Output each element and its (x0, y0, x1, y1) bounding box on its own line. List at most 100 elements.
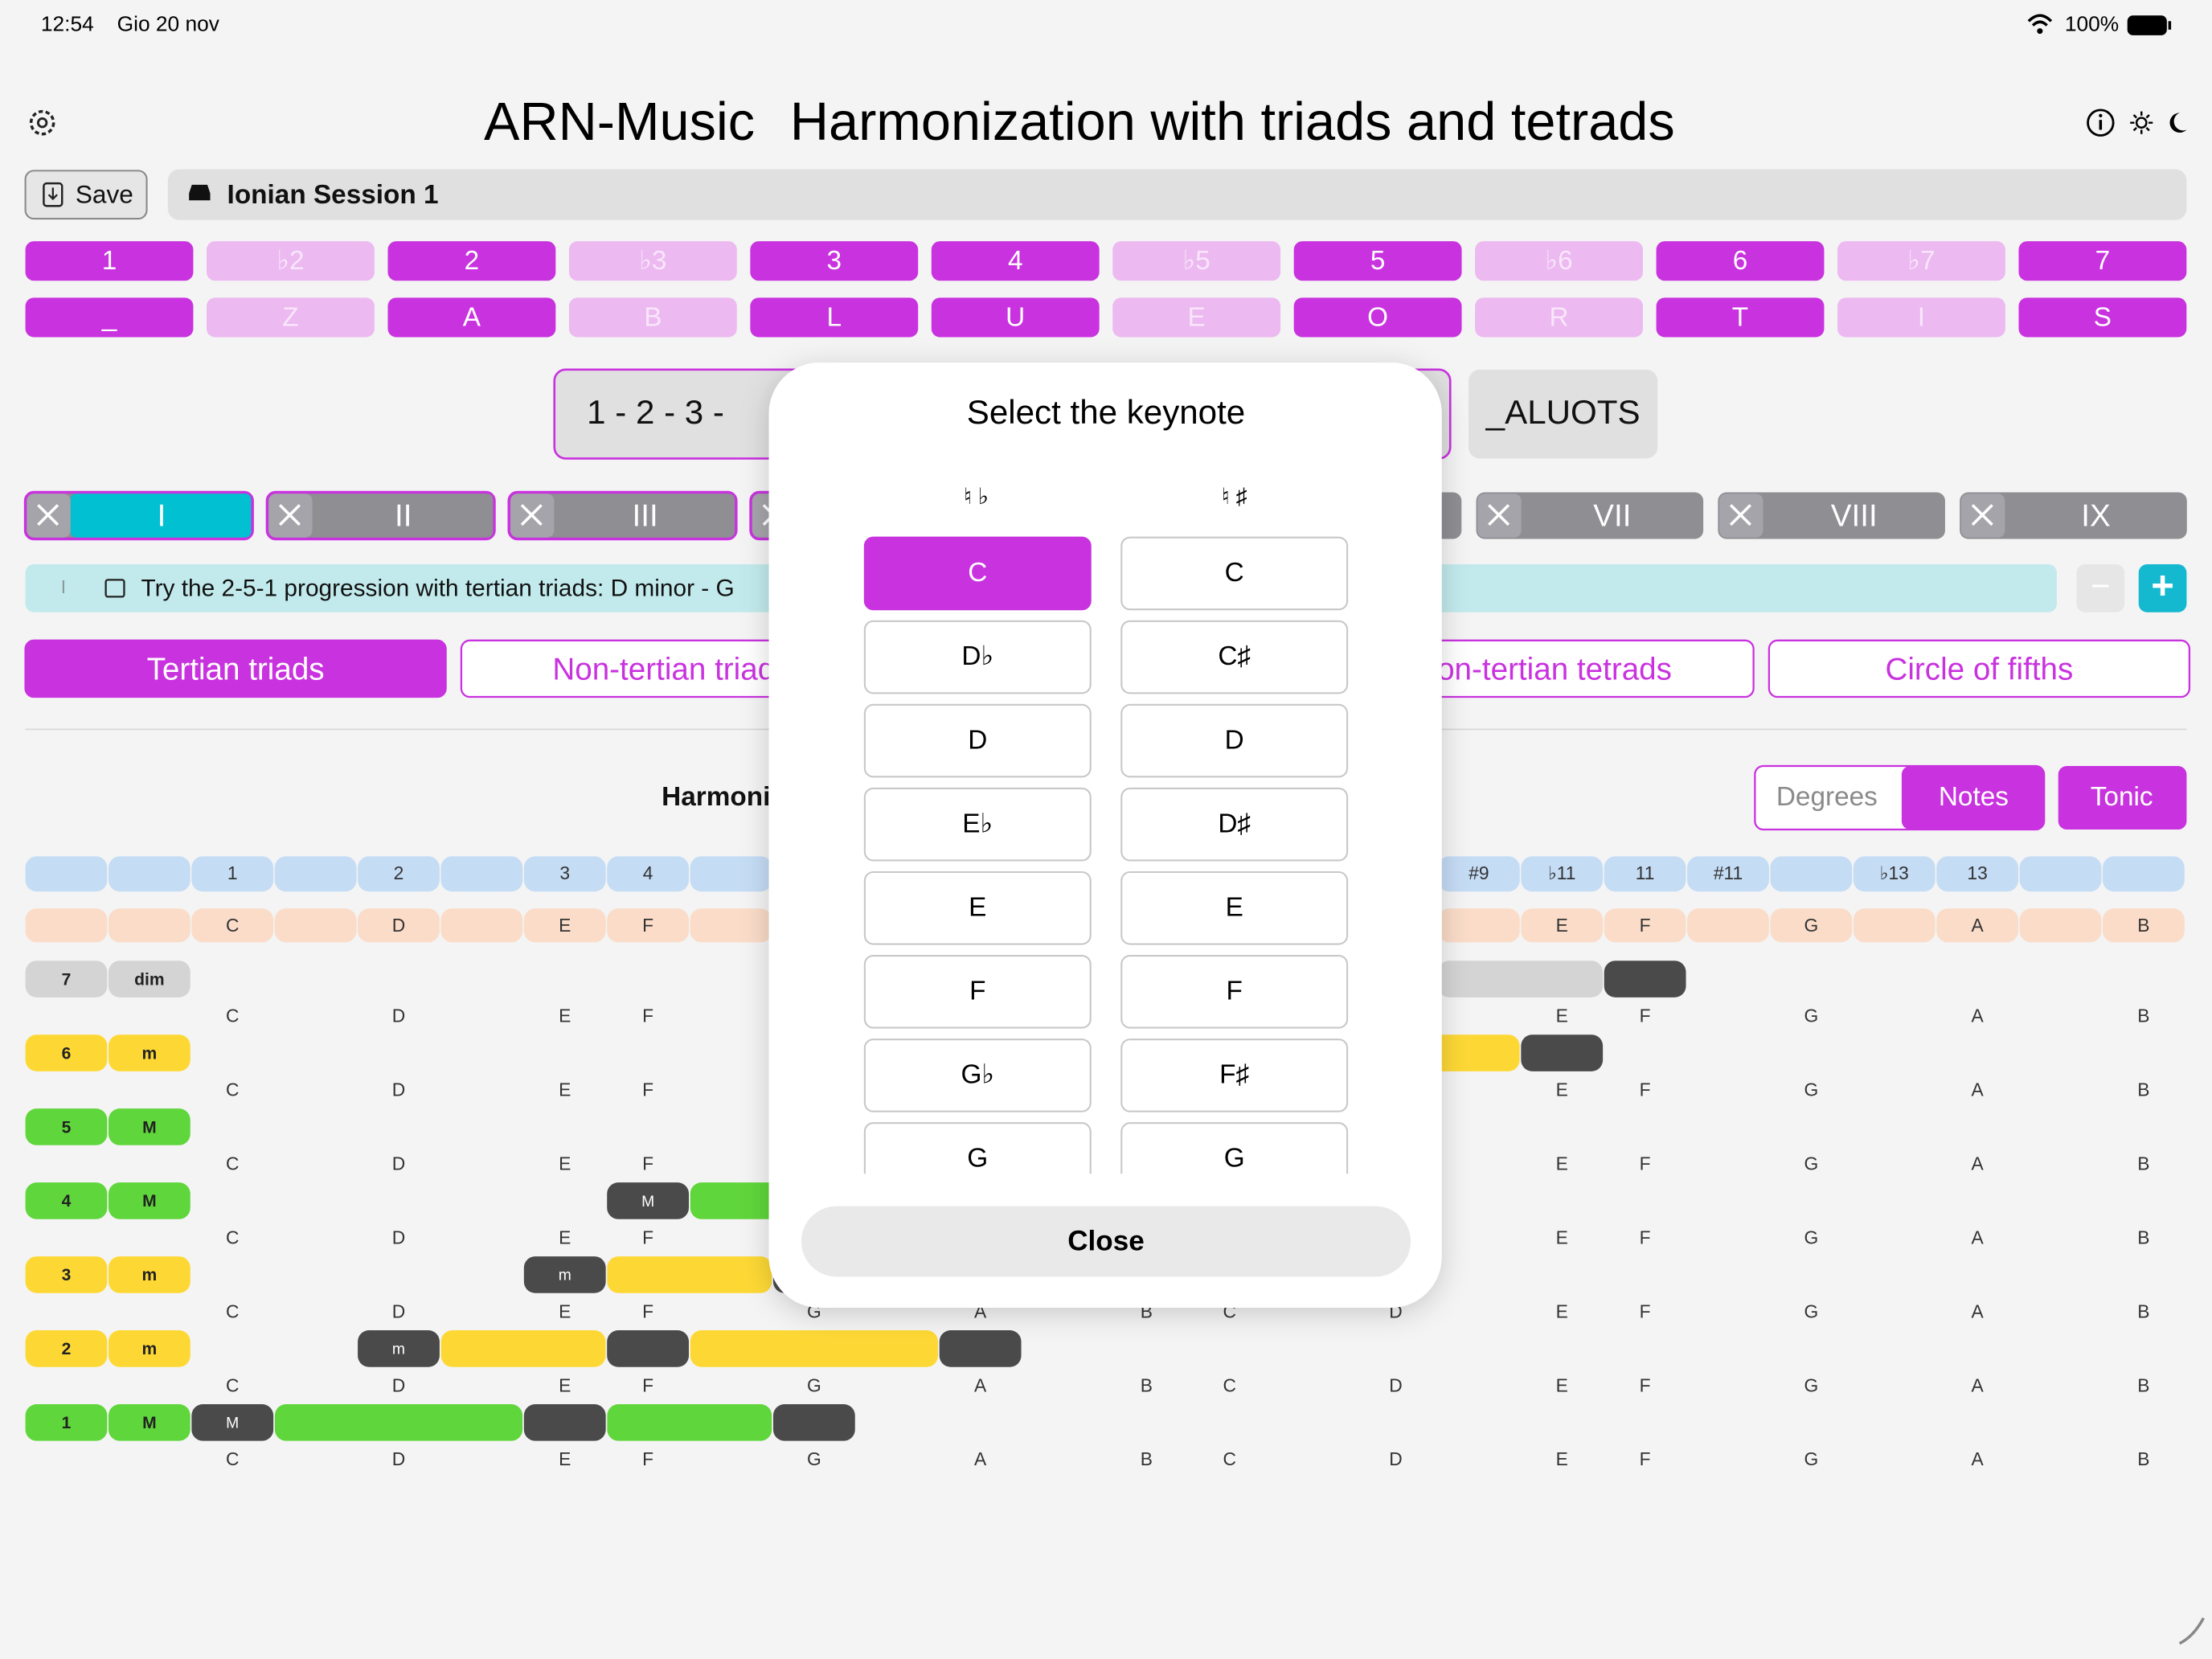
sequence-letters-box[interactable] (1469, 369, 1658, 459)
letter-label: E (1188, 302, 1206, 332)
keynote-button[interactable] (1120, 536, 1349, 611)
letter-label: S (2094, 302, 2112, 332)
letter-button[interactable] (1112, 297, 1281, 338)
view-option-selected[interactable] (1901, 766, 2045, 830)
keynote-button[interactable] (863, 536, 1092, 611)
chord-quality: m (392, 1342, 405, 1358)
degree-button[interactable] (1112, 241, 1281, 281)
row-note-label: B (2137, 1301, 2149, 1321)
row-note-label: F (642, 1301, 653, 1321)
keynote-button[interactable] (863, 1038, 1092, 1112)
interval-cell (523, 856, 606, 892)
row-note-label: A (1972, 1301, 1985, 1321)
keynote-button[interactable] (863, 787, 1092, 862)
keynote-label: C (968, 558, 987, 588)
degree-cell (25, 1330, 108, 1367)
letter-button[interactable] (568, 297, 737, 338)
remove-button[interactable] (2076, 564, 2125, 612)
interval-cell (1687, 856, 1769, 892)
degree-button[interactable] (1293, 241, 1462, 281)
save-button[interactable] (24, 170, 148, 220)
chord-tone[interactable] (607, 1330, 690, 1367)
chord-tone[interactable] (523, 1404, 606, 1441)
keynote-button[interactable] (1120, 620, 1349, 694)
keynote-button[interactable] (1120, 870, 1349, 945)
keynote-button[interactable] (863, 703, 1092, 778)
keynote-button[interactable] (863, 955, 1092, 1029)
letter-button[interactable] (1475, 297, 1643, 338)
close-button[interactable] (801, 1206, 1411, 1277)
letter-button[interactable] (387, 297, 556, 338)
note-cell (690, 908, 772, 943)
note-label: E (559, 915, 571, 936)
wifi-icon (2027, 14, 2053, 27)
note-cell (25, 908, 108, 943)
degree-button[interactable] (25, 241, 194, 281)
remove-tab-icon (520, 504, 543, 526)
quality-label: M (142, 1118, 157, 1137)
keynote-button[interactable] (863, 1122, 1092, 1195)
note-label: E (1556, 915, 1568, 936)
quality-label: dim (134, 970, 164, 989)
keynote-button[interactable] (1120, 1122, 1349, 1195)
degree-label: 2 (62, 1340, 72, 1358)
chord-tone[interactable] (939, 1330, 1022, 1367)
session-bar[interactable] (167, 169, 2187, 220)
degree-button[interactable] (207, 241, 375, 281)
degree-button[interactable] (750, 241, 919, 281)
row-note-label: D (392, 1301, 405, 1321)
keynote-button[interactable] (863, 870, 1092, 945)
letter-button[interactable] (2018, 297, 2187, 338)
view-option[interactable]: Degrees (1776, 782, 1878, 812)
keynote-button[interactable] (1120, 1038, 1349, 1112)
keynote-button[interactable] (1120, 787, 1349, 862)
row-note-label: F (642, 1374, 653, 1395)
degree-button[interactable] (568, 241, 737, 281)
keynote-label: F (1227, 977, 1243, 1006)
chord-tone[interactable] (191, 1404, 274, 1441)
degree-button[interactable] (387, 241, 556, 281)
row-note-label: G (1804, 1079, 1819, 1100)
keynote-button[interactable] (1120, 703, 1349, 778)
row-note-label: E (1556, 1079, 1568, 1100)
chord-tone[interactable] (358, 1330, 440, 1367)
settings-button[interactable] (29, 109, 55, 136)
chord-tone[interactable] (607, 1182, 690, 1219)
add-button[interactable] (2138, 564, 2187, 612)
degree-button[interactable] (931, 241, 1100, 281)
row-note-label: B (2137, 1227, 2149, 1247)
row-note-label: B (1141, 1448, 1153, 1469)
degree-button[interactable] (1837, 241, 2005, 281)
letter-button[interactable] (25, 297, 194, 338)
tonic-button[interactable] (2058, 766, 2187, 830)
degree-button[interactable] (2018, 241, 2187, 281)
letter-button[interactable] (1837, 297, 2005, 338)
mode-tab[interactable] (24, 639, 447, 698)
chord-tone[interactable] (523, 1256, 606, 1293)
interval-cell (1437, 856, 1520, 892)
letter-button[interactable] (931, 297, 1100, 338)
keynote-button[interactable] (1120, 955, 1349, 1029)
keynote-button[interactable] (863, 620, 1092, 694)
dark-mode-button[interactable] (2169, 113, 2187, 133)
view-option[interactable]: Notes (1939, 782, 2009, 812)
info-button[interactable] (2087, 109, 2115, 137)
mode-tab[interactable] (1768, 639, 2191, 698)
letter-button[interactable] (1656, 297, 1825, 338)
light-mode-button[interactable] (2130, 111, 2153, 134)
letter-button[interactable] (207, 297, 375, 338)
chord-quality: m (559, 1268, 571, 1284)
note-cell (1687, 908, 1769, 943)
chord-tone[interactable] (772, 1404, 855, 1441)
sequence-letters: _ALUOTS (1485, 393, 1641, 431)
degree-button[interactable] (1656, 241, 1825, 281)
chord-tone[interactable] (1604, 961, 1686, 997)
progression-tab-label: II (395, 498, 412, 533)
letter-button[interactable] (1293, 297, 1462, 338)
letter-label: U (1006, 302, 1025, 332)
degree-button[interactable] (1475, 241, 1643, 281)
letter-button[interactable] (750, 297, 919, 338)
row-note-label: D (1389, 1374, 1402, 1395)
row-note-label: G (1804, 1153, 1819, 1174)
chord-tone[interactable] (1521, 1034, 1604, 1071)
